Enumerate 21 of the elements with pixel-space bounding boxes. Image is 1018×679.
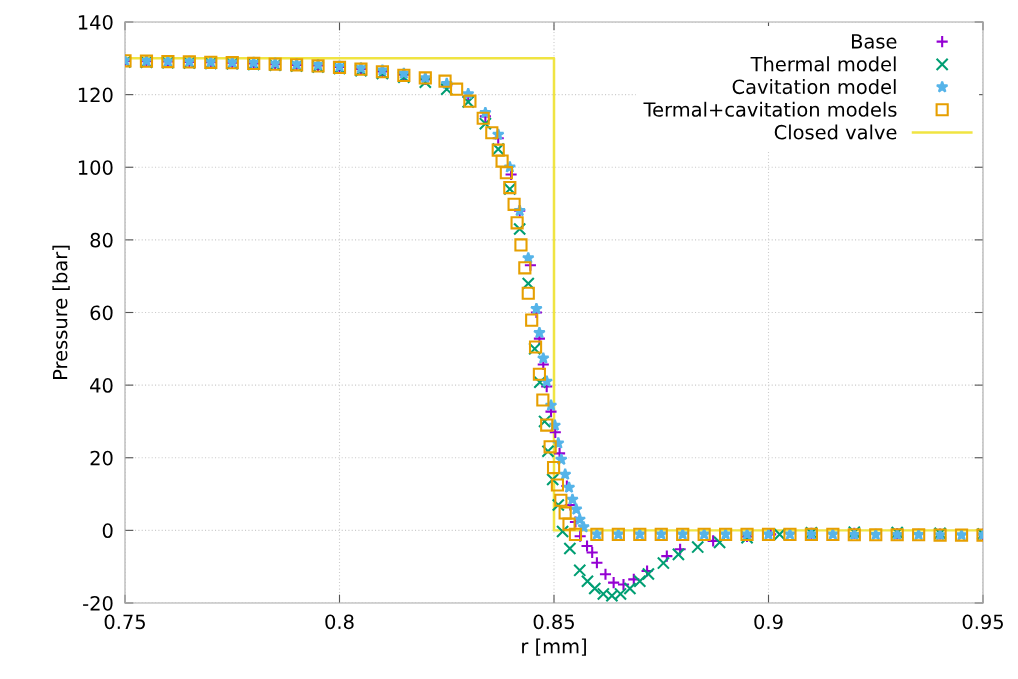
y-tick-label: -20 — [83, 595, 113, 611]
legend-label: Termal+cavitation models — [643, 101, 897, 117]
legend-label: Closed valve — [774, 124, 897, 140]
x-tick-label: 0.9 — [754, 614, 783, 630]
x-tick-label: 0.8 — [325, 614, 354, 630]
x-tick-label: 0.95 — [962, 614, 1003, 630]
y-tick-label: 20 — [90, 450, 113, 466]
y-tick-label: 40 — [90, 378, 113, 393]
x-tick-label: 0.85 — [533, 614, 574, 630]
y-tick-label: 80 — [90, 232, 113, 248]
y-axis-title: Pressure [bar] — [52, 245, 70, 379]
legend-label: Cavitation model — [732, 79, 896, 95]
y-tick-label: 120 — [78, 87, 113, 103]
legend-label: Thermal model — [750, 56, 896, 72]
x-tick-label: 0.75 — [104, 614, 145, 630]
y-tick-label: 60 — [90, 305, 113, 321]
y-tick-label: 100 — [78, 160, 113, 175]
x-axis-title: r [mm] — [522, 638, 586, 656]
y-tick-label: 0 — [102, 523, 113, 539]
y-tick-label: 140 — [78, 14, 113, 30]
legend-label: Base — [852, 34, 897, 49]
